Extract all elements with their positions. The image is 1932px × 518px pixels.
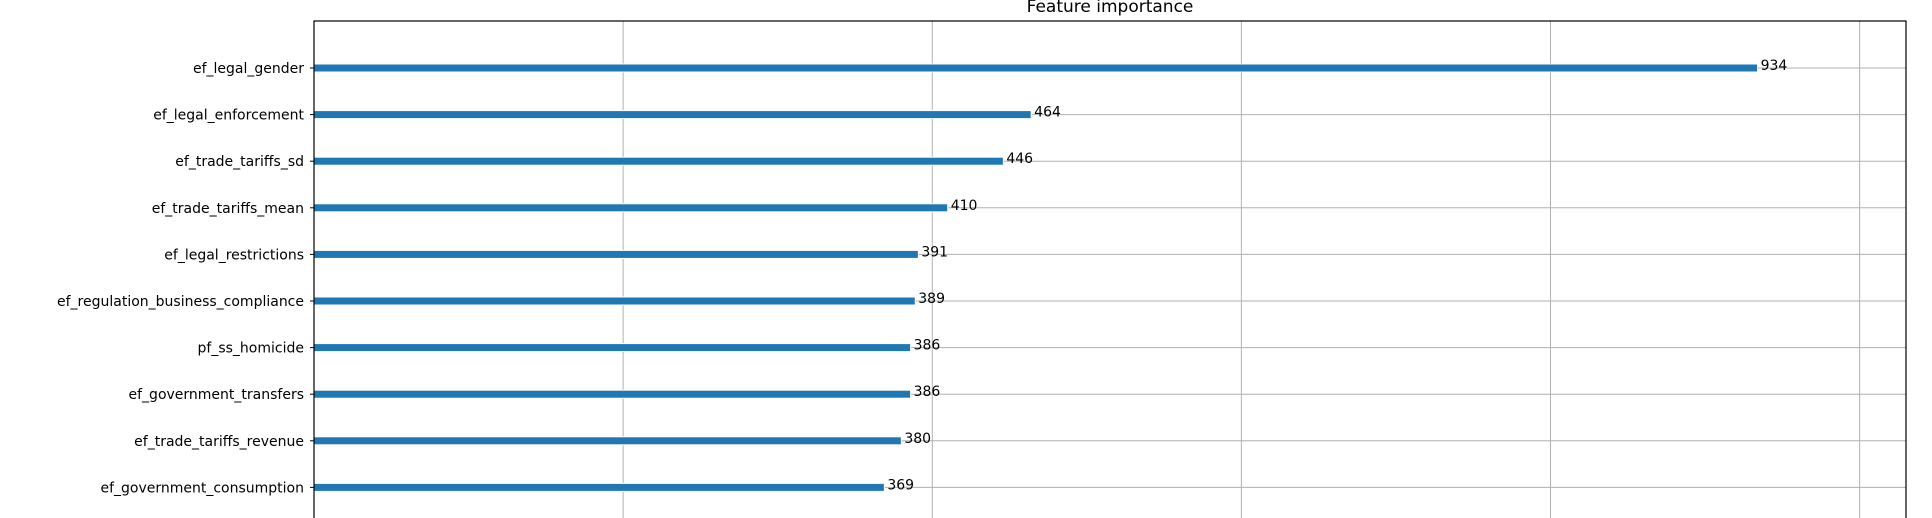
value-label: 369 [887,477,914,493]
value-label: 389 [918,291,945,307]
bar-ef-legal-enforcement [313,110,1032,120]
bar-ef-government-transfers [313,389,912,399]
bar-ef-trade-tariffs-mean [313,203,949,213]
plot-frame [313,20,1907,518]
bar-ef-legal-restrictions [313,249,919,259]
category-label: ef_trade_tariffs_revenue [134,434,304,450]
value-label: 934 [1761,58,1788,74]
bar-ef-legal-gender [313,63,1759,73]
bar-ef-government-consumption [313,482,885,492]
category-label: ef_trade_tariffs_mean [152,201,304,217]
category-label: ef_trade_tariffs_sd [175,154,304,170]
category-label: ef_government_consumption [100,480,304,496]
category-label: ef_government_transfers [129,387,304,403]
value-label: 380 [904,431,931,447]
value-label: 386 [914,384,941,400]
category-label: ef_legal_gender [193,61,304,77]
bars [313,63,1759,492]
value-label: 391 [921,244,948,260]
value-label: 386 [914,338,941,354]
category-label: ef_legal_enforcement [153,108,304,124]
value-label: 410 [951,198,978,214]
value-labels: 934 464 446 410 391 389 386 386 380 369 [887,58,1787,493]
chart-title: Feature importance [1027,0,1194,17]
category-label: ef_regulation_business_compliance [57,294,304,310]
value-label: 446 [1006,151,1033,167]
category-labels: ef_legal_gender ef_legal_enforcement ef_tr… [57,61,314,496]
category-label: pf_ss_homicide [198,341,304,357]
value-label: 464 [1034,105,1061,121]
category-label: ef_legal_restrictions [164,247,304,263]
bar-pf-ss-homicide [313,343,912,353]
bar-ef-trade-tariffs-sd [313,156,1004,166]
bar-ef-regulation-business-compliance [313,296,916,306]
bar-ef-trade-tariffs-revenue [313,436,902,446]
